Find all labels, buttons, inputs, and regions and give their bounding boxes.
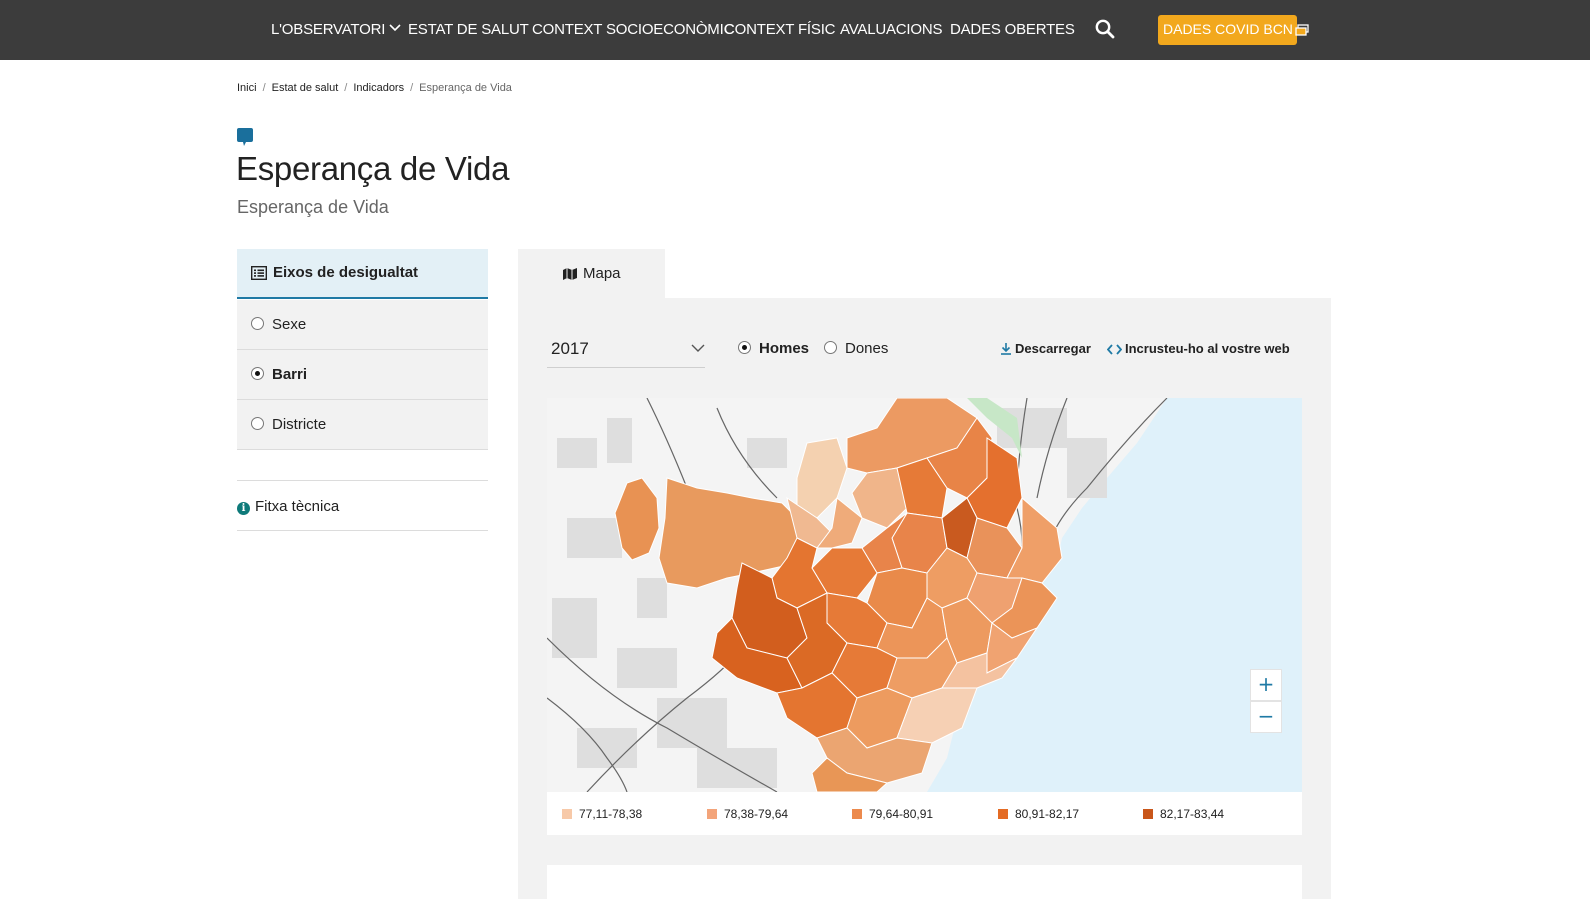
sex-option-homes[interactable]: Homes: [738, 340, 809, 357]
breadcrumb-indicadors[interactable]: Indicadors: [353, 82, 405, 94]
breadcrumb-separator: /: [344, 82, 348, 94]
radio-button-selected[interactable]: [738, 341, 751, 354]
tab-mapa-label: Mapa: [583, 265, 621, 282]
map-icon: [563, 268, 577, 280]
legend-label: 78,38-79,64: [724, 807, 789, 821]
chevron-down-icon: [389, 24, 401, 32]
legend-swatch: [998, 809, 1008, 819]
sidebar-option-barri[interactable]: Barri: [237, 350, 488, 400]
breadcrumb-separator: /: [410, 82, 414, 94]
legend-label: 77,11-78,38: [579, 807, 643, 821]
year-select[interactable]: 2017: [547, 330, 705, 368]
legend-item: 77,11-78,38: [562, 807, 642, 821]
nav-item-estat-de-salut[interactable]: ESTAT DE SALUT: [408, 21, 529, 38]
sidebar-option-label: Barri: [272, 366, 308, 383]
year-select-value: 2017: [551, 339, 589, 358]
breadcrumb-current: Esperança de Vida: [419, 82, 512, 94]
fitxa-tecnica-link[interactable]: i Fitxa tècnica: [237, 480, 488, 531]
neighbourhood: [816, 727, 933, 784]
legend-swatch: [707, 809, 717, 819]
breadcrumb: Inici / Estat de salut / Indicadors / Esperanç…: [237, 82, 512, 94]
neighbourhood: [896, 457, 948, 519]
radio-button[interactable]: [251, 317, 264, 330]
speech-bubble-icon: [237, 128, 253, 146]
coast-parks: [967, 398, 1022, 458]
fitxa-tecnica-label: Fitxa tècnica: [255, 498, 340, 515]
legend-label: 82,17-83,44: [1160, 807, 1225, 821]
page-subtitle: Esperança de Vida: [237, 197, 389, 217]
sidebar-option-districte[interactable]: Districte: [237, 400, 488, 450]
breadcrumb-separator: /: [262, 82, 266, 94]
nav-item-dades-obertes[interactable]: DADES OBERTES: [950, 21, 1075, 38]
neighbourhood: [811, 757, 889, 792]
legend-item: 82,17-83,44: [1143, 807, 1224, 821]
legend-swatch: [852, 809, 862, 819]
code-icon: [1106, 344, 1123, 355]
covid-data-button[interactable]: DADES COVID BCN: [1158, 15, 1309, 45]
nav-item-label: L'OBSERVATORI: [271, 21, 386, 38]
neighbourhood: [796, 437, 848, 519]
tab-mapa[interactable]: Mapa: [518, 249, 665, 299]
breadcrumb-inici[interactable]: Inici: [237, 82, 257, 94]
top-navigation: L'OBSERVATORI ESTAT DE SALUT CONTEXT SOC…: [0, 0, 1590, 60]
download-button[interactable]: Descarregar: [1000, 341, 1091, 356]
sidebar-option-label: Sexe: [272, 316, 307, 333]
sidebar-header-label: Eixos de desigualtat: [273, 264, 419, 281]
sea-area: [927, 398, 1302, 792]
neighbourhoods: [614, 398, 1063, 792]
embed-label: Incrusteu-ho al vostre web: [1125, 341, 1290, 356]
legend-item: 78,38-79,64: [707, 807, 788, 821]
page-title: Esperança de Vida: [236, 150, 510, 187]
download-icon: [1001, 343, 1011, 355]
breadcrumb-estat-de-salut[interactable]: Estat de salut: [271, 82, 339, 94]
chevron-down-icon: [691, 344, 705, 352]
legend-swatch: [1143, 809, 1153, 819]
zoom-in-button[interactable]: +: [1250, 669, 1282, 701]
external-window-icon: [1295, 24, 1309, 36]
map-legend: 77,11-78,38 78,38-79,64 79,64-80,91 80,9…: [547, 792, 1302, 835]
neighbourhood: [614, 477, 660, 561]
legend-label: 79,64-80,91: [869, 807, 934, 821]
map-canvas: [547, 398, 1302, 792]
embed-button[interactable]: Incrusteu-ho al vostre web: [1106, 341, 1290, 356]
radio-button[interactable]: [251, 417, 264, 430]
sex-option-label: Dones: [845, 340, 889, 357]
nav-item-context-fisic[interactable]: CONTEXT FÍSIC: [724, 21, 836, 38]
search-icon: [1095, 19, 1115, 39]
sidebar-option-label: Districte: [272, 416, 327, 433]
nav-item-context-socioeconomic[interactable]: CONTEXT SOCIOECONÒMIC: [532, 21, 735, 38]
nav-item-avaluacions[interactable]: AVALUACIONS: [840, 21, 943, 38]
search-button[interactable]: [1094, 18, 1118, 42]
choropleth-map[interactable]: [547, 398, 1302, 792]
sidebar-header: Eixos de desigualtat: [237, 249, 488, 299]
sidebar-option-sexe[interactable]: Sexe: [237, 300, 488, 350]
covid-data-label: DADES COVID BCN: [1163, 21, 1293, 37]
legend-item: 79,64-80,91: [852, 807, 933, 821]
radio-button-selected[interactable]: [251, 367, 264, 380]
nav-item-observatori[interactable]: L'OBSERVATORI: [271, 21, 401, 38]
download-label: Descarregar: [1015, 341, 1091, 356]
info-icon: i: [237, 502, 250, 515]
zoom-out-button[interactable]: −: [1250, 701, 1282, 733]
sex-option-dones[interactable]: Dones: [824, 340, 888, 357]
bottom-card: [547, 865, 1302, 899]
land-texture: [552, 408, 1107, 788]
legend-label: 80,91-82,17: [1015, 807, 1080, 821]
list-icon: [250, 265, 268, 281]
legend-swatch: [562, 809, 572, 819]
legend-item: 80,91-82,17: [998, 807, 1079, 821]
sex-option-label: Homes: [759, 340, 810, 357]
radio-button[interactable]: [824, 341, 837, 354]
